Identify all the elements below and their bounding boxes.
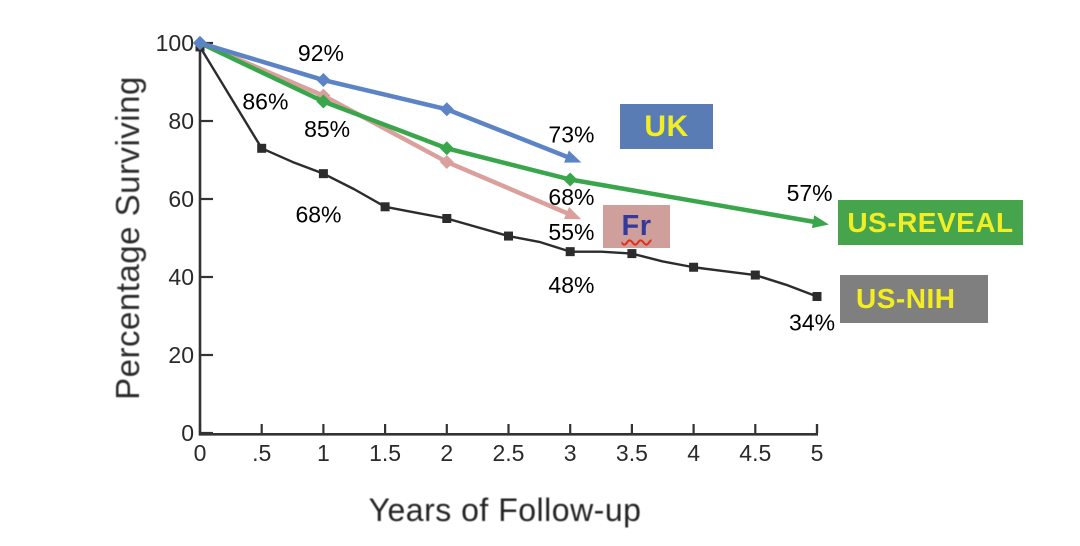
axes-group xyxy=(198,38,819,436)
data-point-square xyxy=(689,262,699,272)
annotation-label: 48% xyxy=(548,272,594,298)
legend-label-fr: Fr xyxy=(621,210,652,242)
data-point-square xyxy=(627,249,637,259)
y-tick-label: 0 xyxy=(181,420,194,446)
data-point-diamond xyxy=(316,73,331,88)
x-tick-label: 1.5 xyxy=(369,440,401,466)
x-tick-label: 4.5 xyxy=(739,440,771,466)
annotation-label: 57% xyxy=(787,180,833,206)
series-line-fr xyxy=(197,40,573,217)
x-tick-label: .5 xyxy=(252,440,271,466)
annotation-label: 85% xyxy=(304,116,350,142)
x-tick-label: 5 xyxy=(811,440,824,466)
x-tick-label: 3.5 xyxy=(616,440,648,466)
legend-label-uk: UK xyxy=(644,109,689,143)
axis-lines xyxy=(198,38,818,436)
series-uk xyxy=(193,36,582,163)
data-point-square xyxy=(380,202,390,212)
data-point-diamond xyxy=(439,141,454,156)
data-point-square xyxy=(318,169,328,179)
legend-label-us-nih: US-NIH xyxy=(856,283,956,314)
annotation-label: 73% xyxy=(548,122,594,148)
annotation-label: 55% xyxy=(548,219,594,245)
tick-labels-group: 0 .5 1 1.5 2 2.5 3 3.5 4 4.5 5 0 20 40 60 80 100 xyxy=(156,30,824,466)
data-point-diamond xyxy=(193,36,207,50)
x-tick-label: 1 xyxy=(317,440,330,466)
x-tick-label: 0 xyxy=(194,440,207,466)
x-axis-title: Years of Follow-up xyxy=(368,492,642,528)
y-tick-label: 20 xyxy=(168,342,194,368)
legend-label-us-reveal: US-REVEAL xyxy=(847,206,1014,238)
data-point-square xyxy=(565,247,575,257)
data-point-square xyxy=(257,143,267,153)
data-point-square xyxy=(504,231,513,241)
x-tick-label: 2 xyxy=(440,440,453,466)
y-tick-label: 80 xyxy=(168,108,194,134)
series-line-uk xyxy=(197,40,573,161)
data-point-square xyxy=(442,214,452,223)
y-tick-label: 60 xyxy=(168,186,194,212)
line-end-arrow xyxy=(563,207,582,220)
y-axis-title: Percentage Surviving xyxy=(109,76,146,400)
annotation-label: 68% xyxy=(548,184,594,210)
y-tick-label: 40 xyxy=(168,264,194,290)
annotation-label: 68% xyxy=(295,202,341,228)
y-tick-label: 100 xyxy=(156,30,194,56)
annotation-label: 92% xyxy=(298,40,344,66)
legend-box-us-nih: US-NIH xyxy=(840,275,988,323)
x-tick-label: 3 xyxy=(564,440,577,466)
data-point-diamond xyxy=(316,94,331,109)
line-end-arrow xyxy=(564,150,582,163)
data-point-diamond xyxy=(439,154,454,169)
line-end-arrow xyxy=(811,215,829,229)
legend-box-uk: UK xyxy=(620,104,713,149)
legend-box-fr: Fr xyxy=(603,205,670,248)
annotation-label: 86% xyxy=(242,89,288,115)
legend-box-us-reveal: US-REVEAL xyxy=(838,200,1023,245)
x-tick-label: 4 xyxy=(687,440,700,466)
data-point-diamond xyxy=(563,172,578,187)
data-point-square xyxy=(812,292,822,301)
annotation-label: 34% xyxy=(789,310,835,336)
x-tick-label: 2.5 xyxy=(493,440,525,466)
annotations-group: 92% 86% 85% 68% 73% 68% 55% 48% 57% 34% xyxy=(242,40,835,336)
data-point-diamond xyxy=(439,102,454,117)
data-point-square xyxy=(750,270,760,280)
